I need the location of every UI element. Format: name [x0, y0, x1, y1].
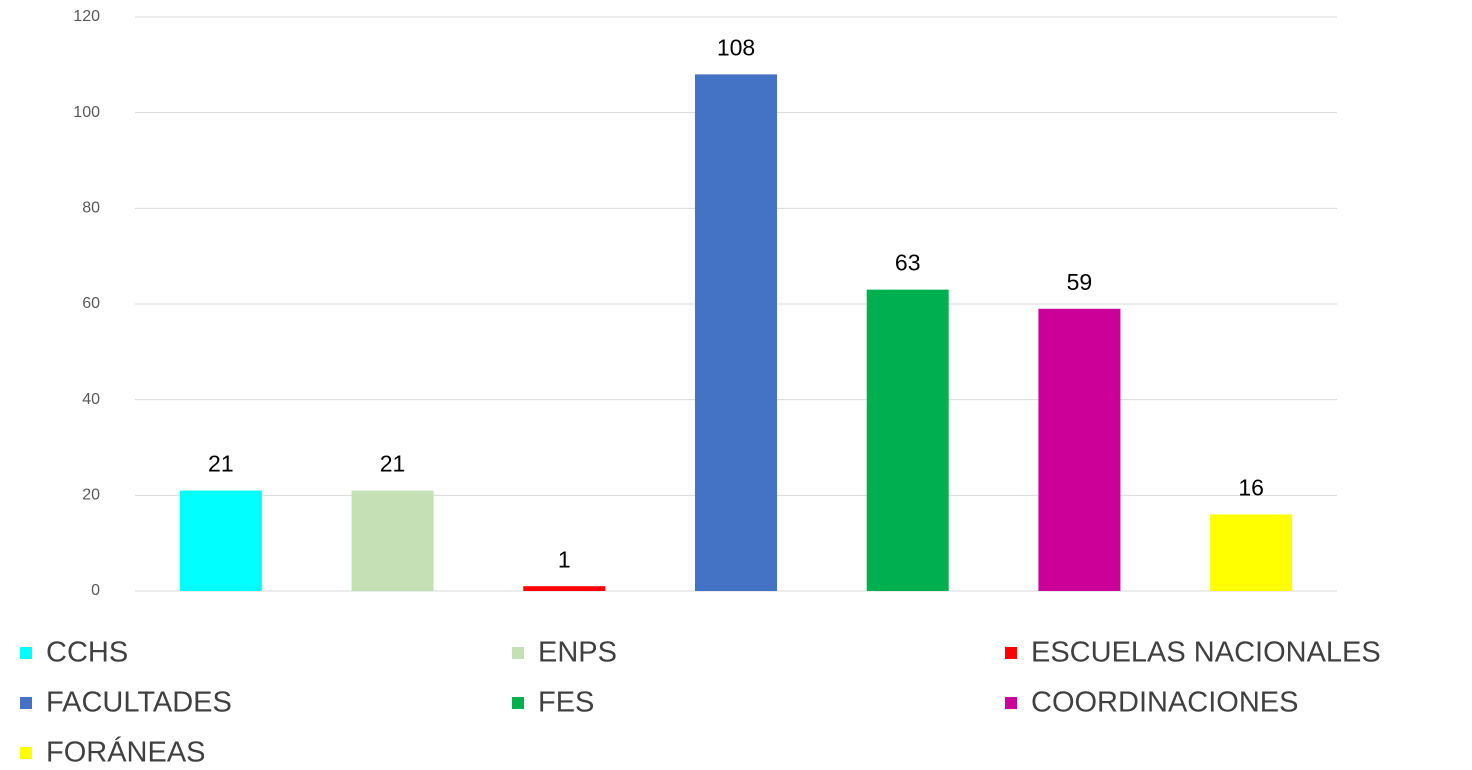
legend-swatch: [512, 647, 524, 659]
bar: [866, 289, 949, 591]
bar: [695, 74, 777, 591]
bar: [179, 490, 262, 591]
legend-label: FACULTADES: [46, 687, 232, 719]
legend-swatch: [1005, 697, 1017, 709]
legend-swatch: [20, 697, 32, 709]
legend-label: FES: [538, 687, 594, 719]
y-tick-label: 0: [91, 582, 100, 599]
data-label: 108: [717, 34, 755, 60]
data-label: 16: [1238, 475, 1264, 501]
legend-label: CCHS: [46, 637, 128, 669]
y-tick-label: 20: [82, 487, 100, 504]
legend-label: ESCUELAS NACIONALES: [1031, 637, 1381, 669]
legend-swatch: [20, 747, 32, 759]
data-label: 21: [380, 451, 406, 477]
legend-label: COORDINACIONES: [1031, 687, 1298, 719]
bar: [351, 490, 434, 591]
bar: [1038, 308, 1121, 591]
data-label: 1: [558, 546, 571, 572]
y-tick-label: 120: [73, 8, 100, 25]
legend-swatch: [512, 697, 524, 709]
legend-label: ENPS: [538, 637, 617, 669]
legend-label: FORÁNEAS: [46, 736, 206, 769]
bar: [1210, 514, 1293, 591]
data-label: 59: [1067, 269, 1093, 295]
y-tick-label: 100: [73, 104, 100, 121]
legend-swatch: [1005, 647, 1017, 659]
y-tick-label: 40: [82, 391, 100, 408]
data-label: 63: [895, 250, 921, 276]
y-tick-label: 80: [82, 200, 100, 217]
bar: [523, 586, 606, 591]
legend-swatch: [20, 647, 32, 659]
y-tick-label: 60: [82, 295, 100, 312]
data-label: 21: [208, 451, 234, 477]
